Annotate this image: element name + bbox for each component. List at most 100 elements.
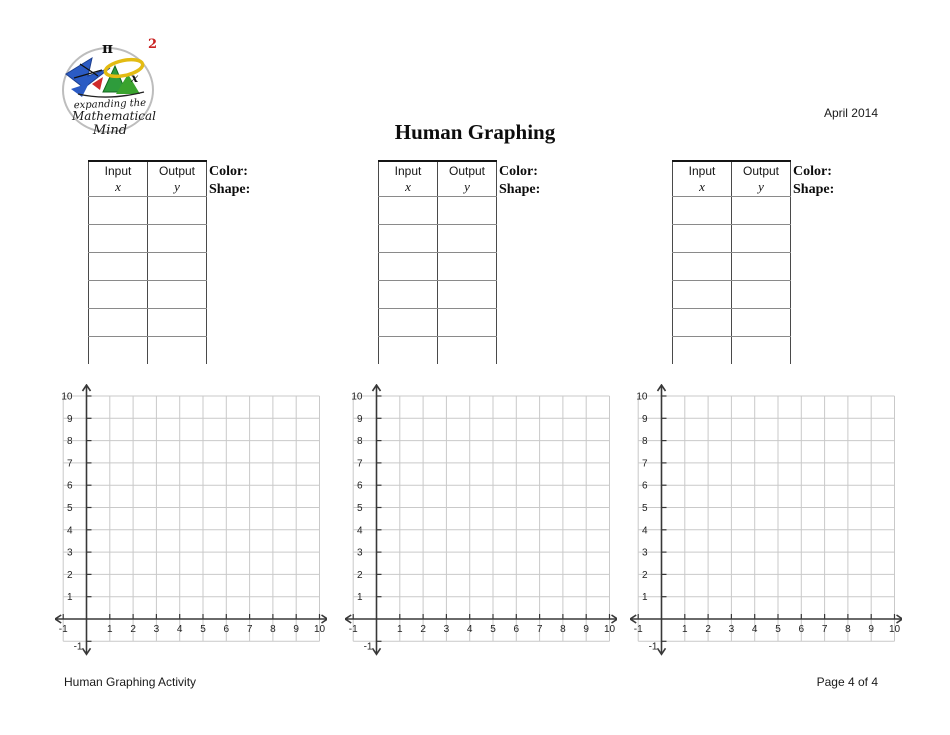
empty-cell — [89, 337, 148, 365]
svg-text:8: 8 — [357, 436, 363, 447]
svg-text:3: 3 — [729, 624, 735, 635]
output-column-header: Output y — [731, 161, 791, 197]
empty-cell — [147, 196, 207, 225]
empty-cell — [147, 308, 207, 337]
table-row — [378, 196, 497, 225]
svg-text:4: 4 — [467, 624, 473, 635]
table-row — [378, 308, 497, 337]
empty-cell — [731, 252, 791, 281]
svg-text:1: 1 — [682, 624, 688, 635]
output-label: Output — [742, 164, 780, 178]
table-row — [379, 336, 497, 365]
logo-text-line2: Mathematical — [71, 109, 156, 123]
empty-cell — [88, 252, 148, 281]
logo-pi-symbol: π — [102, 39, 113, 57]
svg-text:6: 6 — [799, 624, 805, 635]
svg-text:-1: -1 — [634, 624, 643, 635]
svg-text:9: 9 — [357, 414, 363, 425]
x-variable-label: x — [699, 179, 705, 194]
empty-cell — [378, 308, 438, 337]
svg-text:5: 5 — [67, 503, 73, 514]
svg-text:9: 9 — [67, 414, 73, 425]
empty-cell — [731, 196, 791, 225]
color-shape-labels: Color: Shape: — [209, 163, 250, 199]
svg-text:8: 8 — [642, 436, 648, 447]
empty-cell — [437, 252, 497, 281]
svg-text:8: 8 — [845, 624, 851, 635]
table-row — [672, 252, 791, 281]
shape-label: Shape: — [209, 182, 251, 197]
svg-text:2: 2 — [357, 570, 363, 581]
svg-text:6: 6 — [514, 624, 520, 635]
empty-cell — [437, 280, 497, 309]
output-label: Output — [158, 164, 196, 178]
table-row — [88, 252, 207, 281]
svg-text:5: 5 — [490, 624, 496, 635]
svg-text:-1: -1 — [649, 641, 658, 652]
date-label: April 2014 — [823, 106, 878, 120]
input-label: Input — [394, 164, 422, 178]
svg-text:9: 9 — [583, 624, 589, 635]
svg-text:2: 2 — [67, 570, 73, 581]
y-variable-label: y — [758, 179, 764, 194]
logo-yellow-ring — [103, 57, 145, 79]
empty-cell — [88, 280, 148, 309]
logo-x-symbol: x — [130, 71, 139, 85]
logo-circle — [62, 47, 154, 133]
svg-text:7: 7 — [357, 458, 363, 469]
empty-cell — [672, 224, 732, 253]
y-variable-label: y — [174, 179, 180, 194]
svg-text:4: 4 — [177, 624, 183, 635]
io-table: Input x Output y — [88, 160, 207, 364]
svg-text:6: 6 — [224, 624, 230, 635]
io-table: Input x Output y — [672, 160, 791, 364]
svg-text:6: 6 — [642, 481, 648, 492]
graph: -1 1 2 3 4 5 6 7 8 9 10 -1 1 2 3 4 5 6 7 8 9 10 — [345, 384, 617, 656]
svg-text:7: 7 — [642, 458, 648, 469]
svg-text:3: 3 — [642, 548, 648, 559]
mathematical-mind-logo: π 2 x expanding the Mathematical Mind — [62, 37, 157, 138]
graph: -1 1 2 3 4 5 6 7 8 9 10 -1 1 2 3 4 5 6 7 8 9 10 — [630, 384, 902, 656]
color-label: Color: — [499, 164, 538, 179]
svg-text:-1: -1 — [59, 624, 68, 635]
empty-cell — [378, 224, 438, 253]
footer-title: Human Graphing Activity — [64, 675, 197, 689]
y-variable-label: y — [464, 179, 470, 194]
empty-cell — [147, 336, 207, 364]
svg-text:-1: -1 — [74, 641, 83, 652]
logo-text-line3: Mind — [92, 123, 127, 138]
shape-label: Shape: — [499, 182, 541, 197]
svg-text:2: 2 — [130, 624, 136, 635]
svg-text:10: 10 — [604, 624, 616, 635]
logo-text-line1: expanding the — [74, 98, 147, 112]
svg-text:1: 1 — [397, 624, 403, 635]
table-row — [672, 224, 791, 253]
empty-cell — [147, 280, 207, 309]
logo-exponent: 2 — [148, 37, 157, 52]
svg-text:10: 10 — [61, 392, 73, 403]
svg-text:8: 8 — [560, 624, 566, 635]
input-column-header: Input x — [672, 161, 732, 197]
svg-text:10: 10 — [314, 624, 326, 635]
empty-cell — [673, 337, 732, 365]
input-column-header: Input x — [378, 161, 438, 197]
table-row — [88, 308, 207, 337]
table-row — [89, 336, 207, 365]
empty-cell — [147, 252, 207, 281]
svg-text:5: 5 — [642, 503, 648, 514]
empty-cell — [437, 308, 497, 337]
output-label: Output — [448, 164, 486, 178]
empty-cell — [378, 196, 438, 225]
svg-text:2: 2 — [705, 624, 711, 635]
svg-text:10: 10 — [889, 624, 901, 635]
color-shape-labels: Color: Shape: — [793, 163, 834, 199]
empty-cell — [379, 337, 438, 365]
empty-cell — [731, 336, 791, 364]
color-shape-labels: Color: Shape: — [499, 163, 540, 199]
svg-text:1: 1 — [357, 592, 363, 603]
table-row — [672, 196, 791, 225]
svg-text:10: 10 — [636, 392, 648, 403]
svg-text:5: 5 — [200, 624, 206, 635]
io-table: Input x Output y — [378, 160, 497, 364]
